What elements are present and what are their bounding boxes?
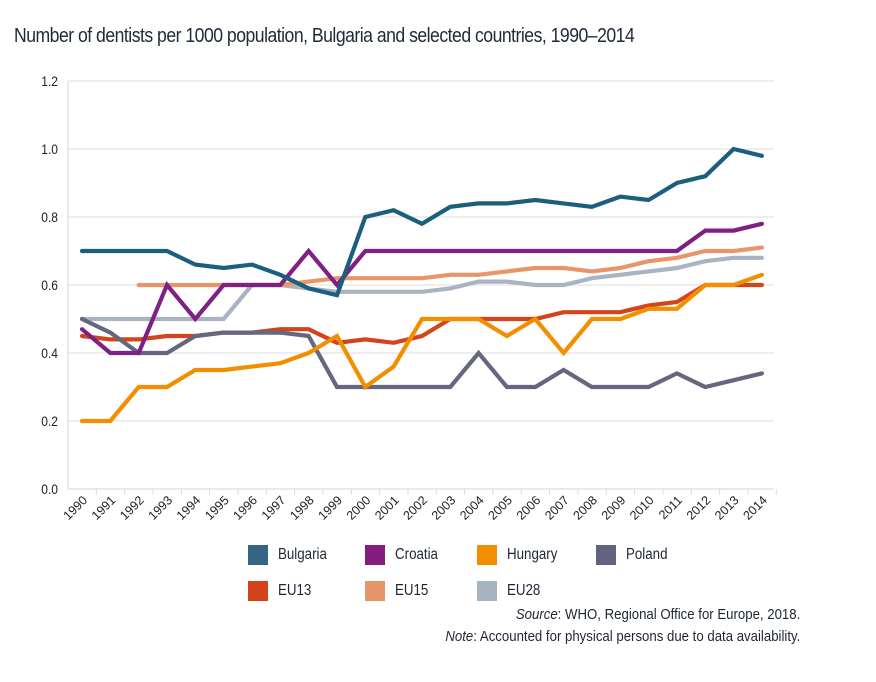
axes	[67, 81, 777, 495]
x-tick-label: 2000	[344, 493, 374, 523]
x-tick-label: 1990	[61, 493, 91, 523]
x-tick-label: 2012	[684, 493, 714, 523]
y-tick-label: 0.2	[41, 413, 58, 429]
x-tick-label: 2007	[542, 493, 572, 523]
legend-label-eu28: EU28	[507, 582, 541, 599]
legend-item-eu28: EU28	[477, 581, 577, 601]
x-tick-label: 1997	[259, 493, 289, 523]
legend-label-eu15: EU15	[395, 582, 429, 599]
legend-label-hungary: Hungary	[507, 546, 558, 563]
legend-item-bulgaria: Bulgaria	[248, 545, 346, 565]
legend-item-croatia: Croatia	[365, 545, 458, 565]
source-text: : WHO, Regional Office for Europe, 2018.	[557, 606, 800, 623]
legend-label-bulgaria: Bulgaria	[278, 546, 327, 563]
legend-swatch-bulgaria	[248, 545, 268, 565]
x-tick-label: 2011	[656, 493, 685, 522]
gridlines	[68, 80, 774, 422]
note-label: Note	[445, 628, 473, 645]
legend-label-poland: Poland	[626, 546, 668, 563]
legend-swatch-eu28	[477, 581, 497, 601]
x-tick-label: 2013	[712, 493, 742, 523]
x-tick-label: 2002	[401, 493, 431, 523]
x-tick-label: 1998	[287, 493, 317, 523]
x-tick-label: 1995	[202, 493, 232, 523]
series-line-bulgaria	[79, 146, 765, 298]
x-tick-label: 1991	[89, 493, 119, 523]
x-tick-label: 2014	[740, 493, 770, 523]
legend-swatch-eu15	[365, 581, 385, 601]
y-tick-label: 0.4	[41, 345, 58, 361]
footnote: Note: Accounted for physical persons due…	[445, 626, 800, 648]
legend-row-2: EU13 EU15 EU28	[248, 573, 668, 609]
x-tick-label: 2010	[627, 493, 657, 523]
series-line-hungary	[79, 272, 765, 424]
x-tick-label: 2009	[599, 493, 629, 523]
y-axis-ticks: 0.0 0.2 0.4 0.6 0.8 1.0 1.2	[41, 73, 58, 497]
x-tick-label: 2001	[372, 493, 402, 523]
legend-swatch-eu13	[248, 581, 268, 601]
chart-title: Number of dentists per 1000 population, …	[14, 24, 635, 47]
series-lines	[79, 146, 765, 424]
x-axis-ticks: 1990199119921993199419951996199719981999…	[61, 493, 771, 523]
legend-item-eu13: EU13	[248, 581, 346, 601]
source-note: Source: WHO, Regional Office for Europe,…	[445, 604, 800, 626]
x-tick-label: 1996	[231, 493, 261, 523]
legend-item-poland: Poland	[596, 545, 682, 565]
x-tick-label: 2005	[486, 493, 516, 523]
chart-notes: Source: WHO, Regional Office for Europe,…	[397, 604, 800, 648]
x-tick-label: 2004	[457, 493, 487, 523]
legend: Bulgaria Croatia Hungary Poland EU13 EU1…	[248, 537, 668, 609]
note-text: : Accounted for physical persons due to …	[472, 628, 800, 645]
legend-swatch-poland	[596, 545, 616, 565]
y-tick-label: 1.0	[41, 141, 58, 157]
x-tick-label: 1993	[146, 493, 176, 523]
x-tick-label: 1994	[174, 493, 204, 523]
y-tick-label: 0.6	[41, 277, 58, 293]
y-tick-label: 0.0	[41, 481, 58, 497]
y-tick-label: 0.8	[41, 209, 58, 225]
legend-swatch-hungary	[477, 545, 497, 565]
x-tick-label: 2008	[570, 493, 600, 523]
legend-item-hungary: Hungary	[477, 545, 577, 565]
legend-row-1: Bulgaria Croatia Hungary Poland	[248, 537, 668, 573]
x-tick-label: 1999	[316, 493, 346, 523]
legend-swatch-croatia	[365, 545, 385, 565]
source-label: Source	[515, 606, 558, 623]
legend-label-croatia: Croatia	[395, 546, 438, 563]
legend-label-eu13: EU13	[278, 582, 312, 599]
x-tick-label: 2003	[429, 493, 459, 523]
x-tick-label: 2006	[514, 493, 544, 523]
y-tick-label: 1.2	[41, 73, 58, 89]
line-chart: 0.00.20.40.60.81.01.2 199019911992199319…	[41, 73, 777, 523]
legend-item-eu15: EU15	[365, 581, 458, 601]
x-tick-label: 1992	[117, 493, 147, 523]
